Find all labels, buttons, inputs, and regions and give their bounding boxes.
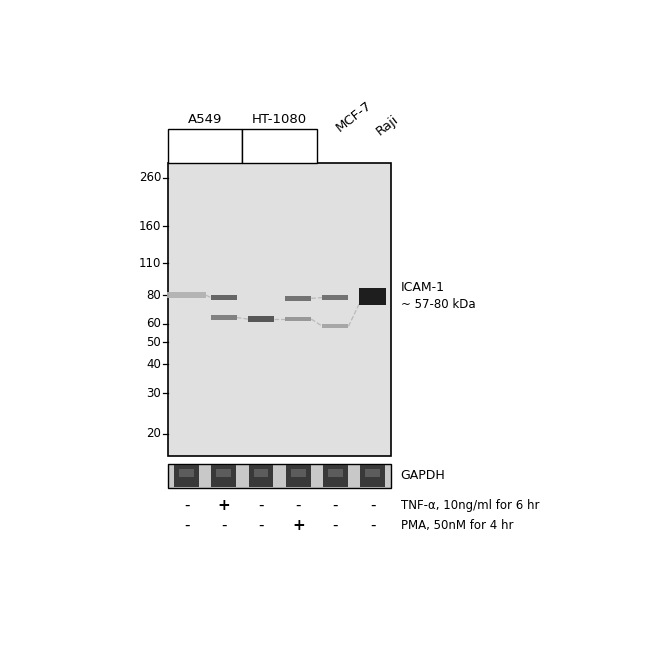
Text: -: -	[370, 518, 376, 532]
Bar	[291, 470, 306, 477]
Text: ICAM-1: ICAM-1	[400, 281, 445, 294]
Bar	[211, 465, 236, 487]
Text: 30: 30	[146, 387, 161, 399]
Bar	[168, 464, 391, 488]
Text: A549: A549	[188, 113, 222, 126]
Bar	[322, 325, 348, 328]
Bar	[248, 316, 274, 322]
Text: 110: 110	[138, 257, 161, 270]
Bar	[285, 296, 311, 301]
Bar	[168, 129, 242, 163]
Text: -: -	[370, 498, 376, 513]
Text: 260: 260	[138, 171, 161, 184]
Bar	[242, 129, 317, 163]
Bar	[174, 465, 199, 487]
Text: ~ 57-80 kDa: ~ 57-80 kDa	[400, 299, 475, 311]
Text: HT-1080: HT-1080	[252, 113, 307, 126]
Text: GAPDH: GAPDH	[400, 470, 445, 482]
Text: MCF-7: MCF-7	[334, 99, 374, 135]
Text: -: -	[296, 498, 301, 513]
Text: 80: 80	[146, 289, 161, 302]
Text: -: -	[184, 518, 189, 532]
Bar	[216, 470, 231, 477]
Bar	[359, 289, 386, 305]
Text: PMA, 50nM for 4 hr: PMA, 50nM for 4 hr	[400, 519, 513, 532]
Bar	[328, 470, 343, 477]
Text: 40: 40	[146, 358, 161, 371]
Text: 20: 20	[146, 427, 161, 440]
Bar	[211, 295, 237, 301]
Text: Raji: Raji	[374, 113, 402, 138]
Bar	[211, 315, 237, 320]
Text: +: +	[292, 518, 305, 532]
Text: -: -	[258, 518, 264, 532]
Text: -: -	[221, 518, 227, 532]
Bar	[285, 317, 311, 321]
Bar	[365, 470, 380, 477]
Bar	[286, 465, 311, 487]
Bar	[179, 470, 194, 477]
Bar	[249, 465, 274, 487]
Text: 60: 60	[146, 317, 161, 331]
Bar	[360, 465, 385, 487]
Bar	[168, 163, 391, 456]
Text: 160: 160	[138, 220, 161, 232]
Text: TNF-α, 10ng/ml for 6 hr: TNF-α, 10ng/ml for 6 hr	[400, 499, 539, 512]
Text: -: -	[333, 498, 338, 513]
Bar	[167, 292, 206, 299]
Bar	[322, 295, 348, 301]
Text: -: -	[184, 498, 189, 513]
Text: 50: 50	[146, 336, 161, 349]
Text: -: -	[258, 498, 264, 513]
Bar	[323, 465, 348, 487]
Bar	[254, 470, 268, 477]
Text: +: +	[218, 498, 230, 513]
Text: -: -	[333, 518, 338, 532]
